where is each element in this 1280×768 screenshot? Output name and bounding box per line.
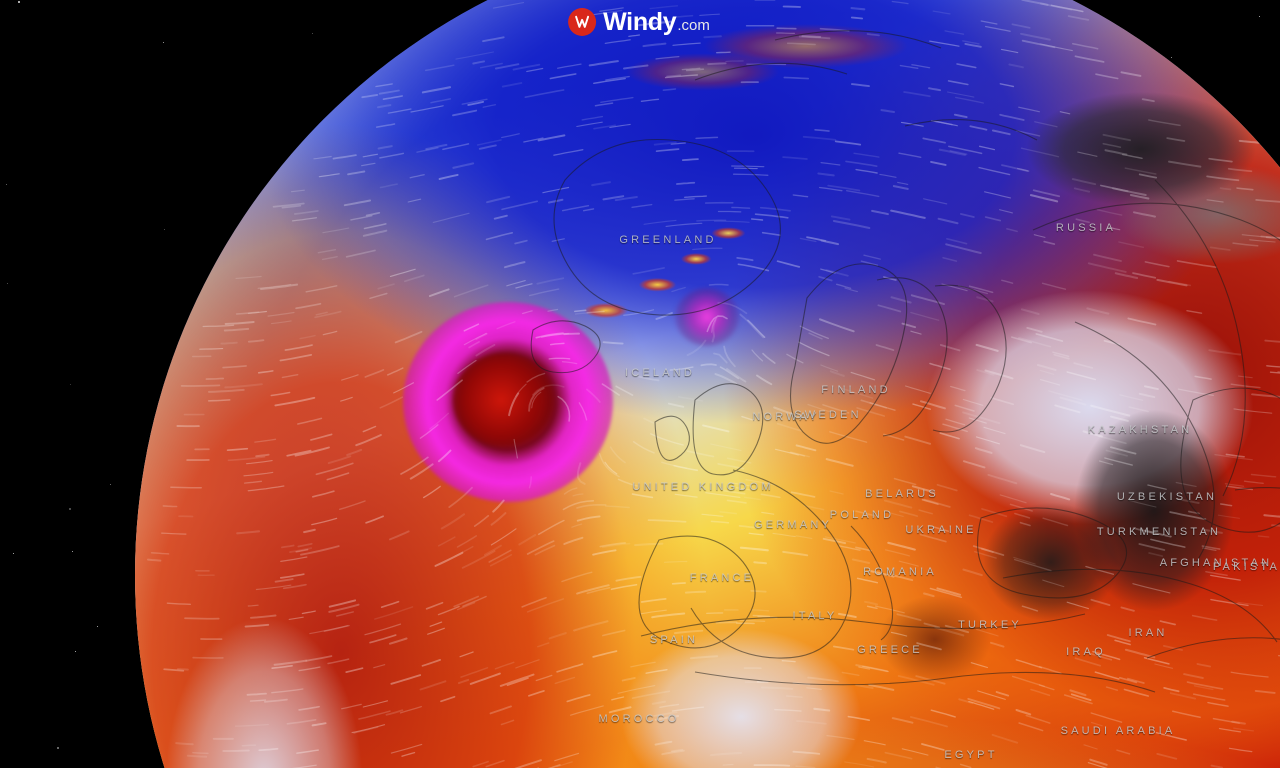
globe-limb-shading — [135, 0, 1280, 768]
windy-logo[interactable]: Windy .com — [560, 6, 720, 39]
globe-sphere[interactable] — [135, 0, 1280, 768]
brand-tld: .com — [677, 16, 710, 34]
brand-name: Windy — [603, 7, 677, 36]
windy-logo-text: Windy .com — [603, 7, 710, 36]
windy-logo-icon — [568, 8, 597, 36]
